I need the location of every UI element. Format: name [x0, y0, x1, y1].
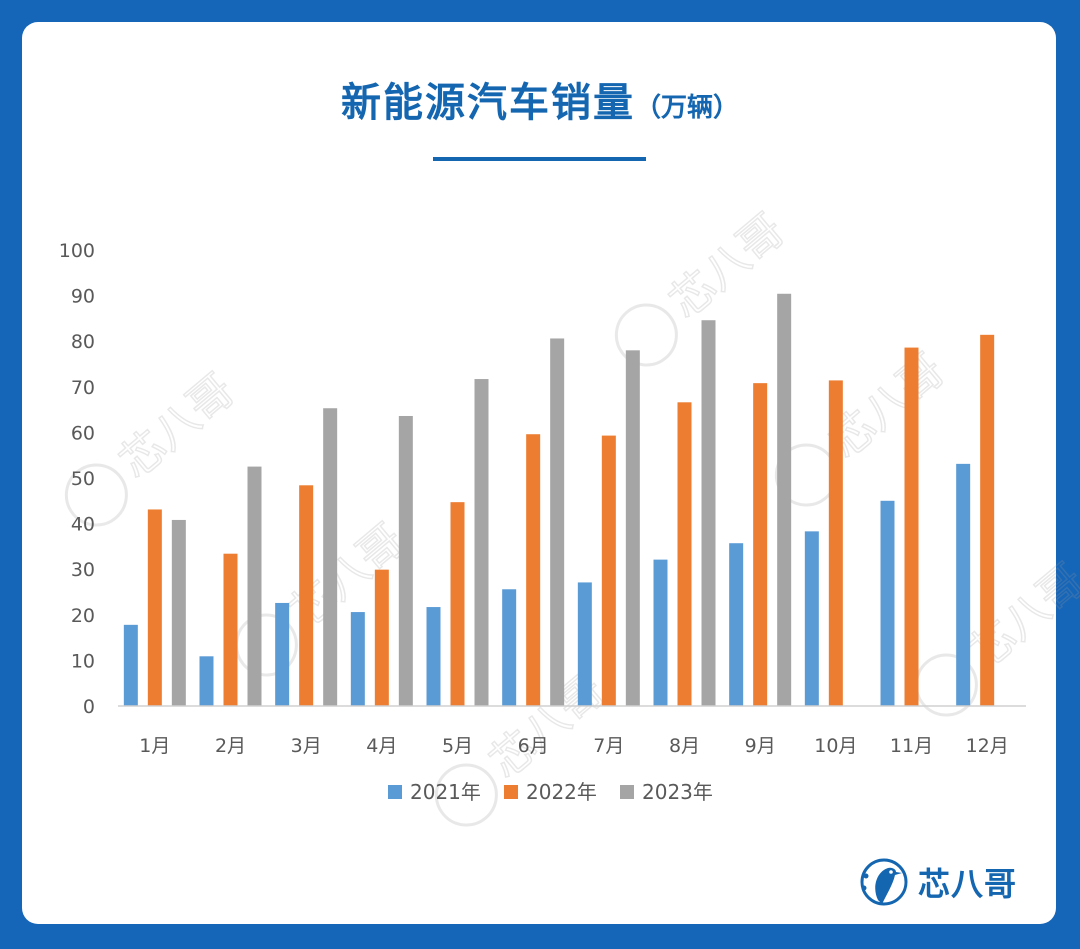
- y-axis: 0 10 20 30 40 50 60 70 80 90 100: [59, 240, 95, 718]
- watermark-text: 芯八哥: [660, 205, 794, 329]
- watermark: 芯八哥: [774, 344, 955, 507]
- bar-2023年-4月: [398, 415, 413, 706]
- legend-label: 2022年: [526, 780, 597, 804]
- title-underline: [433, 157, 646, 161]
- bar-2022年-8月: [677, 402, 692, 706]
- brand-logo: 芯八哥: [858, 852, 1017, 912]
- watermark-logo-icon: [614, 303, 678, 367]
- bar-2021年-9月: [729, 543, 744, 706]
- bar-2022年-11月: [904, 347, 919, 706]
- y-tick-label: 0: [83, 696, 95, 718]
- chart-title-main: 新能源汽车销量: [340, 80, 635, 126]
- watermark-logo-icon: [64, 463, 128, 527]
- chart-title: 新能源汽车销量（万辆）: [0, 70, 1080, 128]
- bar-2022年-3月: [299, 485, 314, 706]
- watermark-text: 芯八哥: [960, 555, 1080, 679]
- x-tick-label: 7月: [593, 735, 624, 757]
- bar-2023年-9月: [777, 293, 792, 706]
- bar-2021年-7月: [577, 582, 592, 706]
- x-axis: 1月 2月 3月 4月 5月 6月 7月 8月 9月 10月 11月 12月: [118, 705, 1026, 757]
- x-tick-label: 8月: [669, 735, 700, 757]
- x-tick-label: 5月: [442, 735, 473, 757]
- watermark-text: 芯八哥: [480, 665, 614, 789]
- bar-2022年-4月: [374, 569, 389, 706]
- bar-2022年-5月: [450, 502, 465, 706]
- bar-2023年-1月: [171, 519, 186, 706]
- x-tick-label: 10月: [814, 735, 857, 757]
- bar-2023年-7月: [625, 350, 640, 706]
- bar-2021年-10月: [804, 531, 819, 706]
- y-tick-label: 40: [71, 514, 95, 536]
- y-tick-label: 10: [71, 650, 95, 672]
- x-tick-label: 6月: [518, 735, 549, 757]
- bar-2023年-6月: [550, 338, 565, 706]
- bar-2022年-7月: [601, 435, 616, 706]
- bar-2023年-5月: [474, 379, 489, 706]
- bar-2021年-12月: [956, 463, 971, 706]
- bar-2021年-3月: [275, 602, 290, 706]
- legend-swatch: [388, 785, 402, 799]
- bar-2022年-1月: [147, 509, 162, 706]
- bar-2022年-2月: [223, 553, 238, 706]
- bar-2022年-9月: [753, 383, 768, 706]
- x-tick-label: 4月: [366, 735, 397, 757]
- legend-label: 2021年: [410, 780, 481, 804]
- bar-2023年-3月: [323, 408, 338, 706]
- bar-2021年-2月: [199, 656, 214, 706]
- bars: [123, 293, 995, 706]
- bar-2023年-2月: [247, 466, 262, 706]
- x-tick-label: 3月: [291, 735, 322, 757]
- bar-2021年-5月: [426, 607, 441, 706]
- x-tick-label: 1月: [139, 735, 170, 757]
- bar-2021年-6月: [502, 589, 517, 706]
- bar-2022年-10月: [828, 380, 843, 706]
- bar-2021年-8月: [653, 559, 668, 706]
- watermark-logo-icon: [434, 763, 498, 827]
- bar-2021年-1月: [123, 624, 138, 706]
- y-tick-label: 90: [71, 286, 95, 308]
- y-tick-label: 50: [71, 468, 95, 490]
- x-tick-label: 9月: [745, 735, 776, 757]
- y-tick-label: 80: [71, 331, 95, 353]
- legend-swatch: [504, 785, 518, 799]
- legend: 2021年 2022年 2023年: [388, 780, 713, 804]
- x-tick-label: 2月: [215, 735, 246, 757]
- brand-name: 芯八哥: [918, 865, 1018, 903]
- y-tick-label: 30: [71, 559, 95, 581]
- y-tick-label: 70: [71, 377, 95, 399]
- bar-2022年-6月: [526, 434, 541, 706]
- bar-2021年-4月: [350, 612, 365, 706]
- bar-2023年-8月: [701, 320, 716, 706]
- y-tick-label: 60: [71, 422, 95, 444]
- bird-logo-icon: [860, 858, 908, 906]
- bar-2022年-12月: [980, 334, 995, 706]
- legend-swatch: [620, 785, 634, 799]
- watermark-text: 芯八哥: [110, 365, 244, 489]
- x-tick-label: 12月: [966, 735, 1009, 757]
- chart-title-unit: （万辆）: [634, 93, 739, 123]
- y-tick-label: 20: [71, 605, 95, 627]
- legend-label: 2023年: [642, 780, 713, 804]
- x-tick-label: 11月: [890, 735, 933, 757]
- bar-2021年-11月: [880, 500, 895, 706]
- y-tick-label: 100: [59, 240, 95, 262]
